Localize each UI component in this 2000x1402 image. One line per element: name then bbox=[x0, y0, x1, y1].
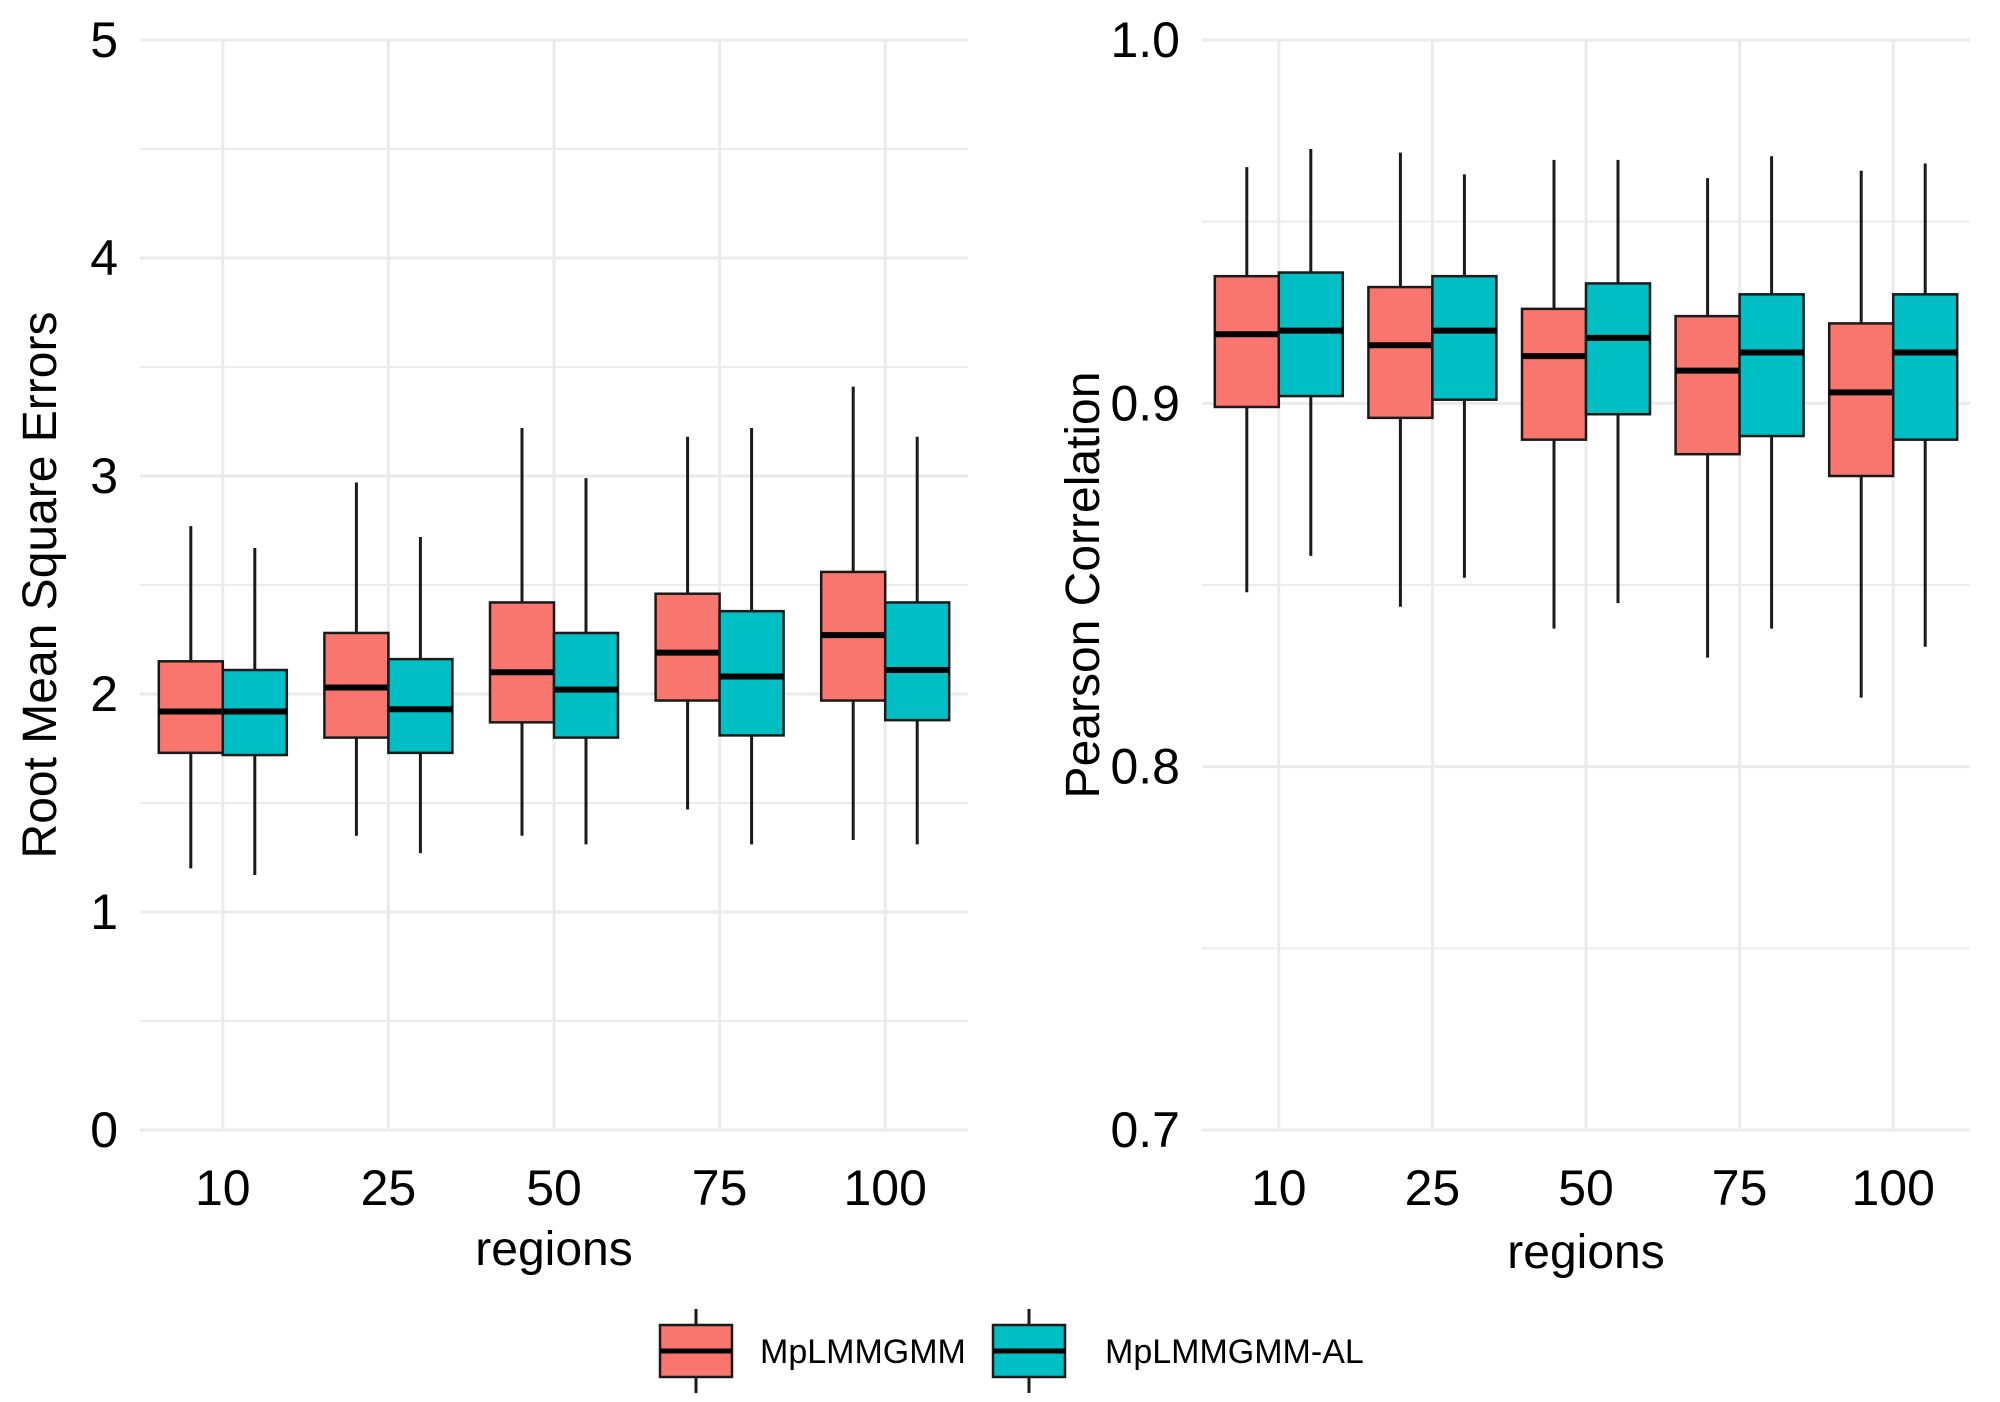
rmse-y-tick-label: 0 bbox=[90, 1102, 118, 1158]
rmse-x-tick-label: 50 bbox=[526, 1160, 582, 1216]
legend-key-mplmmgmm bbox=[658, 1309, 734, 1393]
rmse-mplmmgmm-al-25-box bbox=[387, 657, 454, 755]
pearson-mplmmgmm-100-box bbox=[1827, 322, 1895, 478]
pearson-x-axis-label: regions bbox=[1507, 1226, 1664, 1279]
rmse-y-ticks: 0 1 2 3 4 5 bbox=[90, 12, 118, 1158]
pearson-x-tick-label: 75 bbox=[1712, 1160, 1768, 1216]
rmse-y-axis-label: Root Mean Square Errors bbox=[14, 312, 67, 859]
pearson-mplmmgmm-10-box bbox=[1213, 274, 1281, 409]
pearson-mplmmgmm-al-75-box bbox=[1738, 293, 1805, 438]
rmse-mplmmgmm-50-box bbox=[488, 601, 556, 724]
rmse-mplmmgmm-al-100-box bbox=[883, 601, 951, 722]
pearson-y-tick-label: 0.7 bbox=[1110, 1102, 1180, 1158]
pearson-y-axis-label: Pearson Correlation bbox=[1057, 372, 1110, 799]
rmse-y-tick-label: 2 bbox=[90, 666, 118, 722]
pearson-y-ticks: 0.7 0.8 0.9 1.0 bbox=[1110, 12, 1180, 1158]
rmse-x-ticks: 10 25 50 75 100 bbox=[195, 1160, 927, 1216]
rmse-x-tick-label: 100 bbox=[843, 1160, 926, 1216]
pearson-mplmmgmm-al-100-box bbox=[1891, 293, 1959, 441]
pearson-mplmmgmm-al-10-box bbox=[1277, 271, 1345, 398]
rmse-mplmmgmm-al-50-box bbox=[552, 631, 620, 739]
pearson-y-tick-label: 0.9 bbox=[1110, 375, 1180, 431]
pearson-mplmmgmm-al-50-box bbox=[1584, 282, 1652, 416]
legend-label-mplmmgmm-al: MpLMMGMM-AL bbox=[1105, 1333, 1364, 1371]
pearson-gridlines bbox=[1202, 38, 1970, 1132]
pearson-y-tick-label: 0.8 bbox=[1110, 739, 1180, 795]
rmse-y-tick-label: 5 bbox=[90, 12, 118, 68]
pearson-x-tick-label: 50 bbox=[1558, 1160, 1614, 1216]
legend: MpLMMGMM MpLMMGMM-AL bbox=[658, 1309, 1364, 1393]
pearson-x-tick-label: 25 bbox=[1405, 1160, 1461, 1216]
rmse-x-tick-label: 25 bbox=[361, 1160, 417, 1216]
rmse-x-tick-label: 75 bbox=[692, 1160, 748, 1216]
rmse-x-axis-label: regions bbox=[475, 1223, 632, 1276]
rmse-y-tick-label: 3 bbox=[90, 448, 118, 504]
rmse-panel: 0 1 2 3 4 5 10 25 50 75 100 regions Root Mean Squ… bbox=[14, 12, 968, 1276]
pearson-panel: 0.7 0.8 0.9 1.0 10 25 50 75 100 regions Pearson… bbox=[1057, 12, 1970, 1279]
pearson-y-tick-label: 1.0 bbox=[1110, 12, 1180, 68]
rmse-y-tick-label: 1 bbox=[90, 884, 118, 940]
pearson-mplmmgmm-75-box bbox=[1674, 314, 1741, 456]
pearson-mplmmgmm-50-box bbox=[1520, 307, 1588, 441]
pearson-boxes bbox=[1213, 149, 1959, 698]
legend-label-mplmmgmm: MpLMMGMM bbox=[760, 1333, 966, 1371]
rmse-mplmmgmm-al-75-box bbox=[718, 609, 785, 737]
pearson-mplmmgmm-al-25-box bbox=[1431, 274, 1498, 401]
rmse-mplmmgmm-75-box bbox=[654, 592, 721, 702]
rmse-mplmmgmm-10-box bbox=[157, 660, 225, 755]
pearson-x-tick-label: 10 bbox=[1251, 1160, 1307, 1216]
pearson-mplmmgmm-25-box bbox=[1367, 285, 1434, 420]
rmse-boxes bbox=[157, 386, 951, 875]
rmse-y-tick-label: 4 bbox=[90, 230, 118, 286]
legend-key-mplmmgmm-al bbox=[991, 1309, 1067, 1393]
rmse-x-tick-label: 10 bbox=[195, 1160, 251, 1216]
pearson-x-tick-label: 100 bbox=[1851, 1160, 1934, 1216]
pearson-x-ticks: 10 25 50 75 100 bbox=[1251, 1160, 1935, 1216]
